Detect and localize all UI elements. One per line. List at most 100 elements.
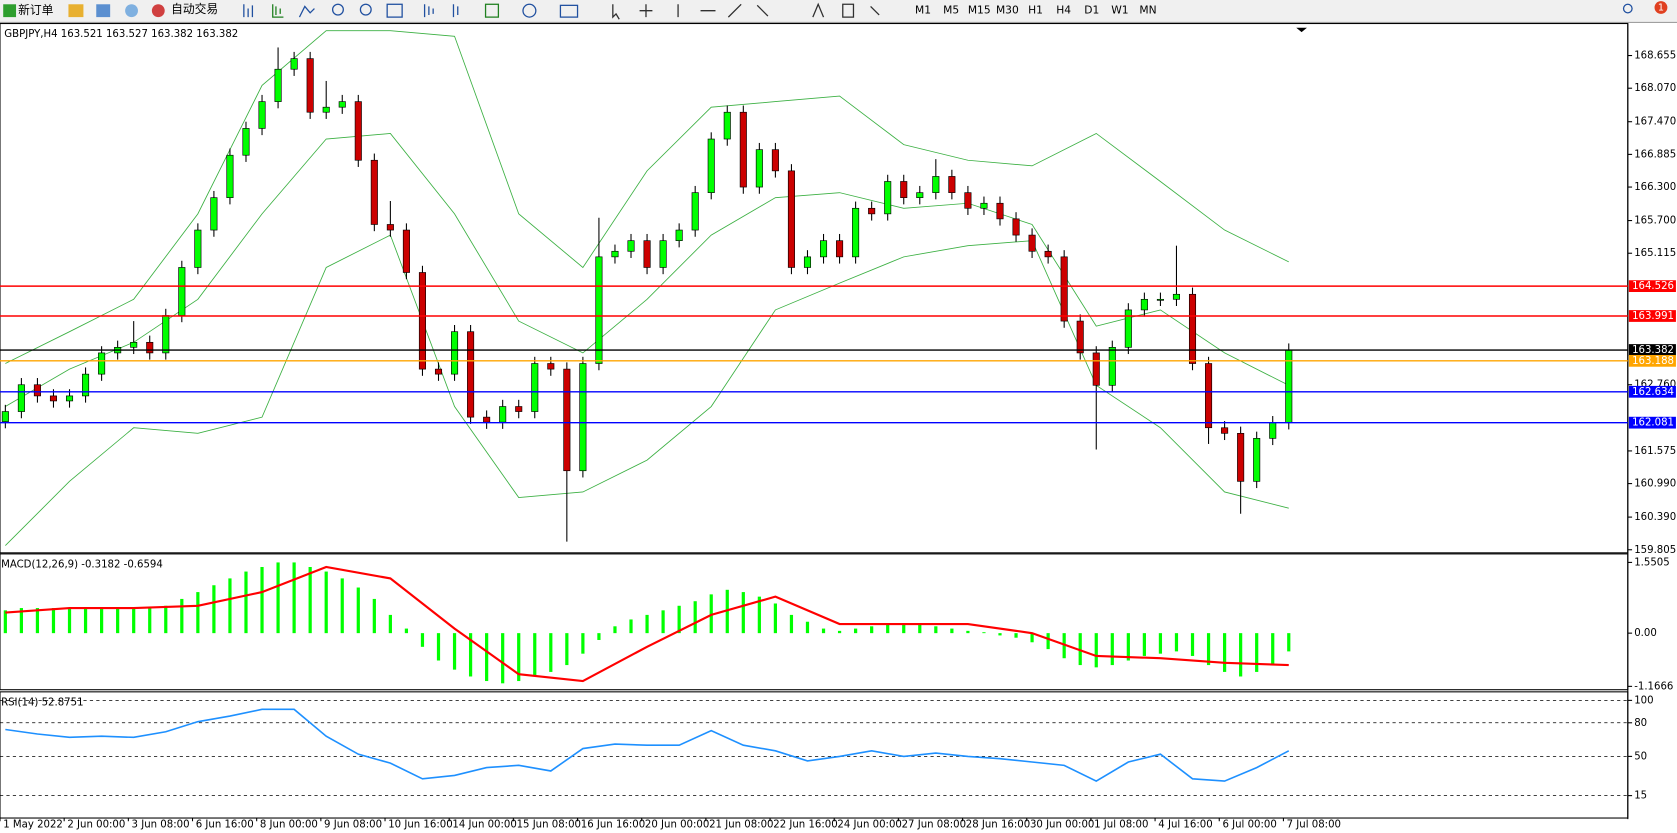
new-order-icon [3,4,17,18]
x-tick-label: 10 Jun 16:00 [388,819,452,830]
line-icon[interactable] [298,5,315,18]
candle-body [1,411,9,422]
bollinger-middle [5,132,1289,407]
candle-body [162,315,170,354]
indicators-icon[interactable] [484,3,500,18]
macd-bar [1126,633,1130,661]
candle-body [242,128,250,156]
macd-bar [276,562,280,634]
zoom-in-icon[interactable] [331,3,344,16]
macd-bar [292,562,296,634]
templates-icon[interactable] [559,4,579,18]
tile-icon[interactable] [386,3,403,18]
macd-bar [420,633,425,647]
price-level-label: 162.634 [1632,387,1674,398]
candle-body [370,159,378,225]
macd-bar [388,614,392,634]
y-tick-label: 159.805 [1634,545,1676,556]
x-tick-label: 24 Jun 00:00 [837,819,901,830]
candle-body [210,197,218,231]
auto-trading-icon [151,4,165,18]
macd-bar [180,598,184,634]
x-tick-label: 8 Jun 00:00 [260,819,318,830]
candle-body [1140,298,1148,311]
new-order-label[interactable]: 新订单 [18,3,54,17]
macd-bar [228,578,232,634]
candle-body [1205,363,1213,429]
macd-bar [1046,633,1050,650]
macd-bar [998,633,1002,636]
price-level-label: 163.991 [1632,311,1674,322]
periods-icon[interactable] [522,3,537,18]
candle-body [451,331,459,375]
x-tick-label: 4 Jul 16:00 [1158,819,1212,830]
macd-bar [1078,633,1082,666]
x-tick-label: 2 Jun 00:00 [67,819,125,830]
panel-title: RSI(14) 52.8751 [1,698,83,709]
notification-badge[interactable] [1654,1,1668,14]
shift-icon[interactable] [452,4,459,18]
timeframe-button[interactable]: M15 [968,4,991,17]
macd-bar [148,606,152,634]
x-tick-label: 14 Jun 00:00 [452,819,516,830]
auto-trading-button[interactable]: 自动交易 [151,2,218,18]
timeframe-button[interactable]: H4 [1056,4,1071,17]
draw-tools[interactable] [612,2,880,20]
y-tick-label: 165.700 [1634,216,1676,227]
macd-signal [5,565,1289,683]
macd-bar [581,633,585,654]
timeframe-button[interactable]: D1 [1084,4,1099,17]
candle-body [964,192,972,209]
x-tick-label: 21 Jun 08:00 [709,819,773,830]
toolbar-icon[interactable] [68,4,84,18]
new-order-button[interactable]: 新订单 [3,3,54,18]
macd-bar [1206,633,1211,666]
candle-body [1012,218,1020,236]
timeframe-button[interactable]: MN [1139,4,1156,17]
candle-body [932,176,940,193]
macd-bar [517,633,521,682]
bar-chart-icon[interactable] [243,4,254,18]
candle-body [1108,347,1116,386]
toolbar-icon[interactable] [125,4,138,18]
macd-bar [725,589,729,634]
candle-body [739,111,747,188]
macd-bar [324,571,328,634]
candle-body [194,229,202,268]
y-tick-label: 50 [1634,751,1647,762]
chart-window [0,23,1677,833]
candle-body [996,202,1004,220]
macd-bar [629,619,633,634]
auto-trading-label[interactable]: 自动交易 [171,2,218,16]
timeframe-button[interactable]: M1 [915,4,931,17]
candle-body [819,240,828,258]
timeframe-button[interactable]: W1 [1111,4,1128,17]
macd-bar [966,630,970,634]
candle-body [1237,433,1245,482]
macd-bar [1255,633,1259,672]
candle-body [1156,298,1164,301]
macd-bar [83,608,88,634]
macd-bar [67,608,72,634]
candle-body [483,416,491,423]
candle-body [322,106,330,113]
candle-body [611,250,619,258]
macd-bar [918,624,922,634]
zoom-out-icon[interactable] [359,3,372,16]
candle-body [65,395,74,402]
search-icon[interactable] [1622,3,1633,14]
candle-icon[interactable] [272,4,284,18]
scroll-icon[interactable] [423,4,434,18]
candle-body [787,170,795,268]
macd-bar [533,633,537,677]
toolbar-icon[interactable] [96,4,111,18]
price-level-tag [1628,280,1676,293]
candle-body [82,373,90,397]
timeframe-button[interactable]: M30 [996,4,1019,17]
candle-body [1044,250,1052,258]
timeframe-button[interactable]: M5 [943,4,959,17]
panel-candlestick: 168.655 168.070 167.470 166.885 166.300 165.7… [0,29,1676,830]
panel-title: MACD(12,26,9) -0.3182 -0.6594 [1,560,163,571]
timeframe-button[interactable]: H1 [1028,4,1043,17]
x-tick-label: 6 Jul 00:00 [1222,819,1276,830]
